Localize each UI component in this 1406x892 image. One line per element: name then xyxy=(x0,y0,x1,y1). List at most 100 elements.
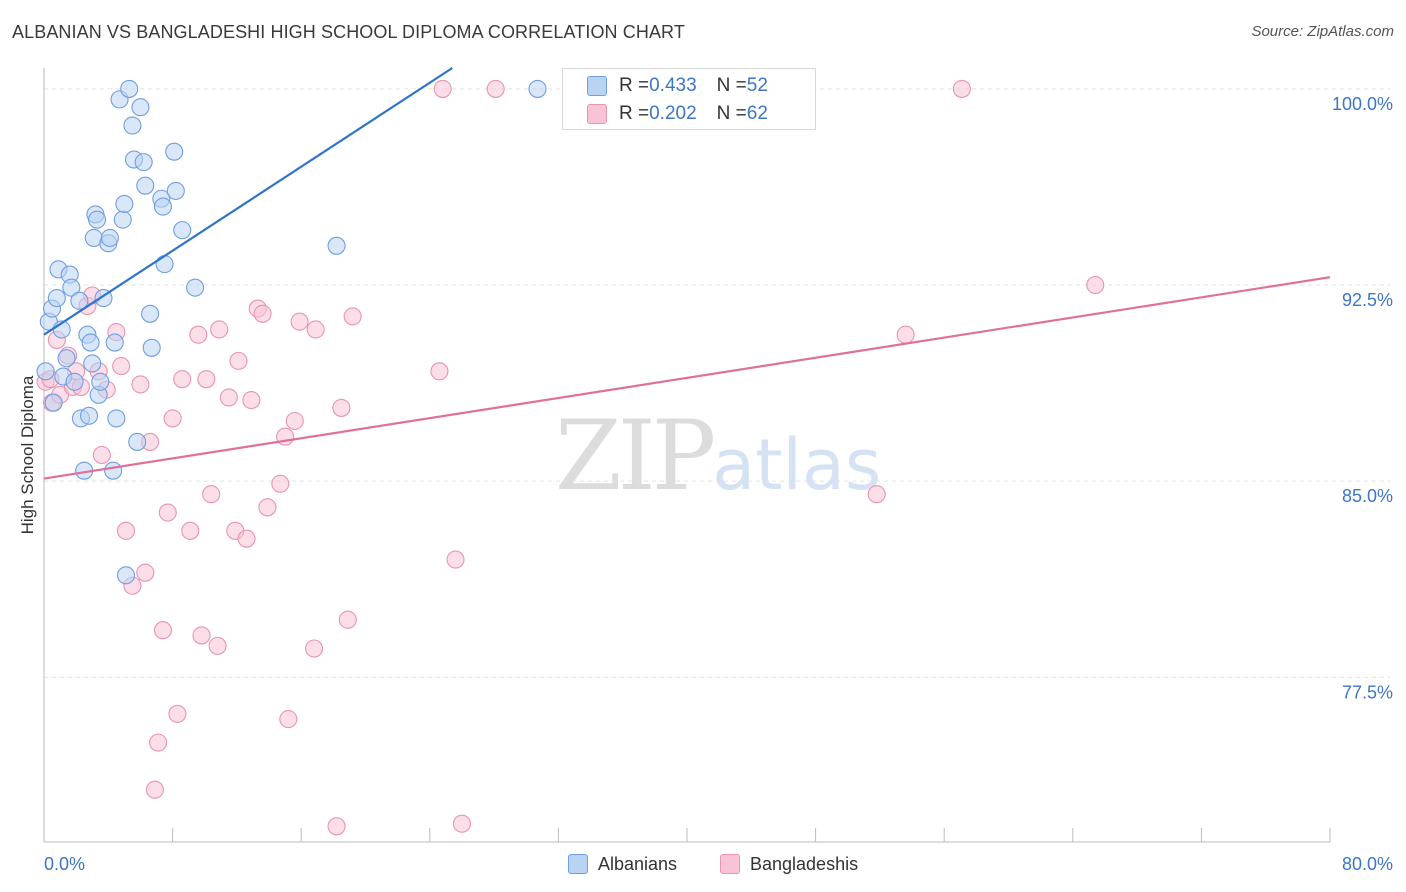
legend-swatch-albanians xyxy=(587,76,607,96)
bangladeshi-point xyxy=(338,610,357,629)
data-points xyxy=(36,79,1105,836)
albanian-point xyxy=(131,98,150,117)
bangladeshi-point xyxy=(290,312,309,331)
bangladeshi-point xyxy=(219,388,238,407)
bangladeshi-point xyxy=(486,79,505,98)
legend-r-label: R = xyxy=(619,75,650,96)
bangladeshi-point xyxy=(343,307,362,326)
albanian-trend-line xyxy=(43,67,453,336)
albanian-point xyxy=(91,372,110,391)
albanian-point xyxy=(141,304,160,323)
bangladeshi-point xyxy=(253,304,272,323)
bottom-swatch-bangladeshis xyxy=(720,854,740,874)
y-tick-label: 85.0% xyxy=(1342,486,1393,506)
bangladeshi-point xyxy=(332,398,351,417)
albanian-point xyxy=(57,349,76,368)
bangladeshi-point xyxy=(168,704,187,723)
bangladeshi-point xyxy=(285,411,304,431)
albanian-point xyxy=(65,372,84,391)
legend-row-albanians: R = 0.433 N = 52 xyxy=(587,75,768,97)
bangladeshi-point xyxy=(153,621,173,640)
bangladeshi-point xyxy=(163,409,182,428)
albanian-point xyxy=(327,236,346,255)
albanian-point xyxy=(62,278,81,297)
bangladeshi-point xyxy=(208,636,227,655)
bangladeshi-point xyxy=(173,370,192,389)
legend-n-value: 62 xyxy=(746,103,768,124)
bangladeshi-point xyxy=(210,320,229,339)
bangladeshi-point xyxy=(112,357,131,376)
bottom-legend-bangladeshis: Bangladeshis xyxy=(720,852,858,876)
y-tick-label: 77.5% xyxy=(1342,682,1393,702)
stats-legend: R = 0.433 N = 52 R = 0.202 N = 62 xyxy=(562,68,816,130)
albanian-point xyxy=(173,221,192,240)
trend-lines xyxy=(43,67,1331,480)
legend-r-value: 0.433 xyxy=(649,75,697,96)
bangladeshi-point xyxy=(131,375,150,394)
albanian-point xyxy=(107,409,126,428)
bangladeshi-point xyxy=(279,710,298,729)
albanian-point xyxy=(115,194,134,214)
bangladeshi-point xyxy=(145,780,164,799)
albanian-point xyxy=(87,210,107,229)
albanian-point xyxy=(83,354,102,373)
x-tick-label-min: 0.0% xyxy=(44,854,85,874)
albanian-point xyxy=(47,289,66,308)
albanian-point xyxy=(44,393,63,412)
bangladeshi-point xyxy=(271,474,290,493)
albanian-point xyxy=(116,566,136,585)
bangladeshi-point xyxy=(1086,275,1105,295)
albanian-point xyxy=(134,153,153,172)
legend-r-label: R = xyxy=(619,103,650,124)
albanian-point xyxy=(155,255,174,274)
source-label: Source: ZipAtlas.com xyxy=(1251,23,1394,40)
albanian-point xyxy=(79,406,99,425)
bangladeshi-point xyxy=(189,325,208,344)
bangladeshi-point xyxy=(92,445,111,465)
bangladeshi-point xyxy=(197,370,216,389)
x-tick-label-max: 80.0% xyxy=(1342,854,1393,874)
bangladeshi-point xyxy=(258,498,277,517)
albanian-point xyxy=(142,338,161,357)
albanian-point xyxy=(120,79,139,98)
gridlines xyxy=(44,88,1390,678)
axes xyxy=(43,68,1331,843)
bangladeshi-trend-line xyxy=(43,276,1331,480)
bangladeshi-point xyxy=(306,320,325,339)
albanian-point xyxy=(166,181,185,200)
y-tick-label: 100.0% xyxy=(1332,94,1393,114)
albanian-point xyxy=(100,228,119,248)
bangladeshi-point xyxy=(229,351,248,370)
albanian-point xyxy=(81,333,100,352)
albanian-point xyxy=(165,142,184,161)
chart-title: ALBANIAN VS BANGLADESHI HIGH SCHOOL DIPL… xyxy=(12,22,685,42)
watermark: ZIPatlas xyxy=(555,400,881,512)
bangladeshi-point xyxy=(149,733,168,752)
bangladeshi-point xyxy=(158,503,177,522)
albanian-point xyxy=(70,291,89,310)
watermark-atlas: atlas xyxy=(712,424,882,506)
albanian-point xyxy=(153,197,173,216)
bottom-label-albanians: Albanians xyxy=(598,853,678,874)
bangladeshi-point xyxy=(433,79,452,98)
bangladeshi-point xyxy=(952,79,971,98)
bangladeshi-point xyxy=(116,521,136,540)
bangladeshi-point xyxy=(237,529,256,548)
albanian-point xyxy=(186,278,205,297)
legend-n-label: N = xyxy=(716,75,747,96)
legend-row-bangladeshis: R = 0.202 N = 62 xyxy=(587,103,768,125)
y-tick-label: 92.5% xyxy=(1342,290,1393,310)
albanian-point xyxy=(136,176,155,195)
albanian-point xyxy=(528,79,547,98)
albanian-point xyxy=(128,432,147,451)
albanian-point xyxy=(123,116,142,135)
albanian-point xyxy=(105,333,124,352)
legend-n-label: N = xyxy=(716,103,747,124)
legend-swatch-bangladeshis xyxy=(587,104,607,124)
watermark-zip: ZIP xyxy=(555,400,716,512)
bangladeshi-point xyxy=(867,485,886,504)
bangladeshi-point xyxy=(452,814,472,833)
albanian-point xyxy=(104,461,123,480)
albanian-point xyxy=(113,210,132,229)
